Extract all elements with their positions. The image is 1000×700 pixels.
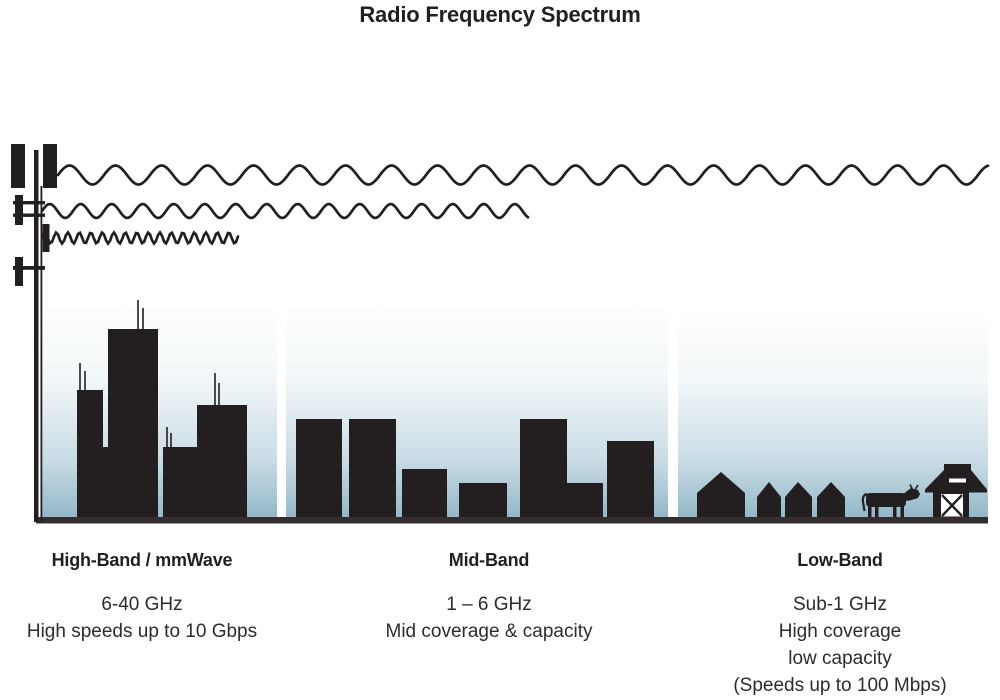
rooftop-antenna-icon (79, 300, 220, 447)
low-band-long-wave (56, 164, 990, 186)
band-label-mid: Mid-Band 1 – 6 GHz Mid coverage & capaci… (359, 549, 619, 645)
mid-band-description: Mid coverage & capacity (385, 621, 593, 642)
page-title: Radio Frequency Spectrum (359, 2, 641, 27)
farm-scene (697, 464, 987, 519)
barn-loft-vent (949, 478, 966, 483)
band-label-low: Low-Band Sub-1 GHz High coverage low cap… (710, 549, 970, 699)
low-band-speed: (Speeds up to 100 Mbps) (733, 675, 947, 696)
high-band-description: High speeds up to 10 Gbps (26, 621, 258, 642)
band-label-high: High-Band / mmWave 6-40 GHz High speeds … (12, 549, 272, 645)
house-icon (697, 472, 745, 517)
high-band-frequency: 6-40 GHz (101, 594, 183, 615)
cell-tower-icon (11, 144, 57, 522)
low-band-capacity: low capacity (788, 648, 892, 669)
barn-icon (925, 464, 987, 517)
mid-band-medium-wave (40, 202, 530, 220)
low-band-frequency: Sub-1 GHz (793, 594, 887, 615)
cow-icon (861, 484, 920, 519)
city-skyline-icon (77, 300, 247, 517)
low-band-heading: Low-Band (797, 550, 883, 570)
ground-line (36, 517, 988, 524)
town-skyline-icon (296, 419, 654, 517)
mid-band-frequency: 1 – 6 GHz (446, 594, 532, 615)
mid-band-heading: Mid-Band (448, 550, 530, 570)
house-icon (817, 482, 845, 517)
radio-wave-icon (40, 164, 990, 246)
high-band-short-wave (40, 230, 240, 246)
house-icon (785, 482, 812, 517)
house-icon (757, 482, 781, 517)
low-band-coverage: High coverage (778, 621, 902, 642)
high-band-heading: High-Band / mmWave (51, 550, 233, 570)
